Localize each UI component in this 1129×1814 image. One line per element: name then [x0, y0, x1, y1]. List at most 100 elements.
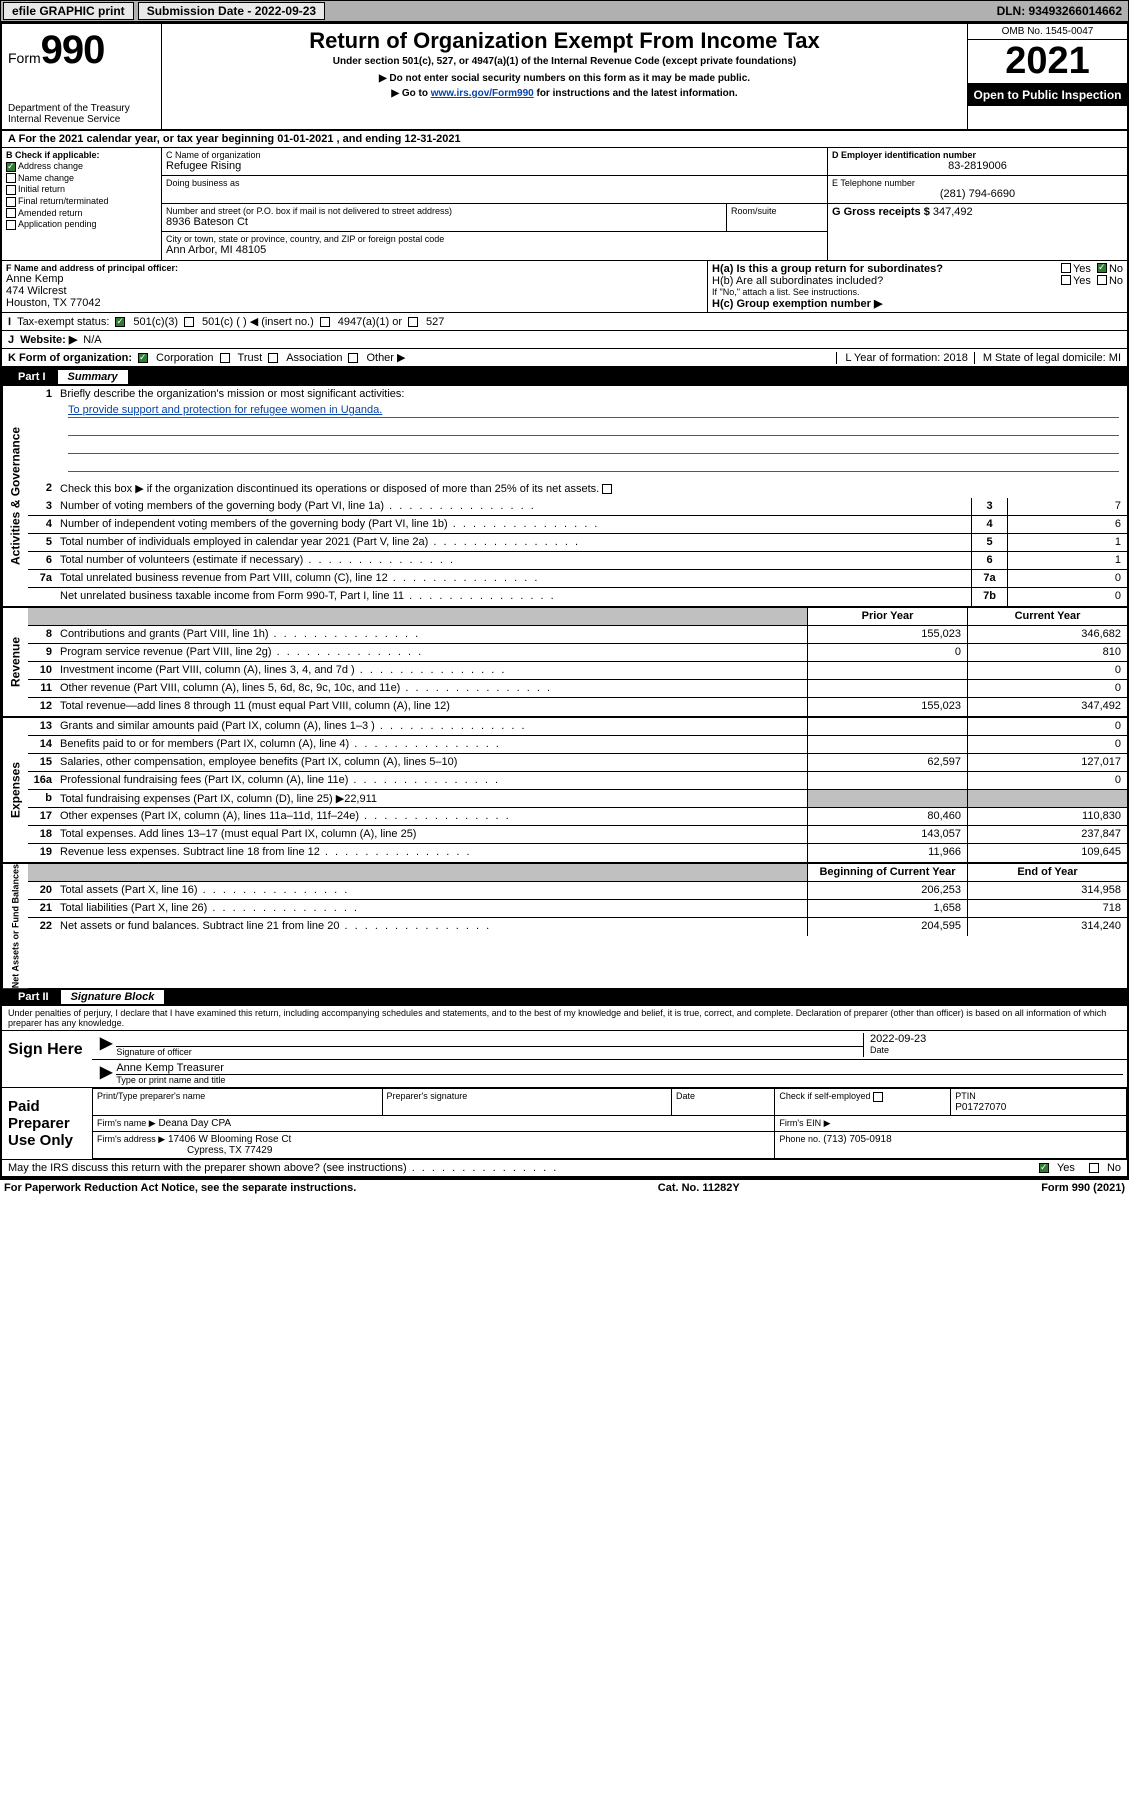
preparer-table: Print/Type preparer's name Preparer's si… — [92, 1088, 1127, 1159]
irs-yes-label: Yes — [1057, 1162, 1075, 1174]
submission-date-button[interactable]: Submission Date - 2022-09-23 — [138, 2, 325, 20]
line1-desc: Briefly describe the organization's miss… — [56, 386, 1127, 404]
street-value: 8936 Bateson Ct — [166, 216, 722, 228]
mission-block: To provide support and protection for re… — [28, 404, 1127, 480]
officer-block: F Name and address of principal officer:… — [2, 261, 1127, 313]
may-irs-text: May the IRS discuss this return with the… — [8, 1162, 558, 1174]
officer-name-title: Anne Kemp Treasurer — [116, 1062, 1123, 1075]
b-label: B Check if applicable: — [6, 150, 157, 160]
cb-501c[interactable] — [184, 317, 194, 327]
line21-curr: 718 — [967, 900, 1127, 917]
hb-no[interactable] — [1097, 275, 1107, 285]
efile-print-button[interactable]: efile GRAPHIC print — [3, 2, 134, 20]
cb-irs-no[interactable] — [1089, 1163, 1099, 1173]
netassets-section: Net Assets or Fund Balances Beginning of… — [2, 864, 1127, 988]
line16b-prior-shade — [807, 790, 967, 807]
perjury-declaration: Under penalties of perjury, I declare th… — [2, 1006, 1127, 1030]
line5-desc: Total number of individuals employed in … — [56, 534, 971, 551]
part2-label: Part II — [10, 991, 57, 1003]
cb-other[interactable] — [348, 353, 358, 363]
line10-prior — [807, 662, 967, 679]
cb-527[interactable] — [408, 317, 418, 327]
cb-4947[interactable] — [320, 317, 330, 327]
line22-prior: 204,595 — [807, 918, 967, 936]
paid-preparer-label: Paid Preparer Use Only — [2, 1088, 92, 1159]
vlabel-netassets: Net Assets or Fund Balances — [2, 864, 28, 988]
c-label: C Name of organization — [166, 150, 823, 160]
officer-addr2: Houston, TX 77042 — [6, 297, 703, 309]
irs-label: Internal Revenue Service — [8, 114, 155, 125]
line11-curr: 0 — [967, 680, 1127, 697]
firm-ein-label: Firm's EIN ▶ — [779, 1118, 830, 1128]
cb-trust[interactable] — [220, 353, 230, 363]
other-label: Other ▶ — [366, 351, 405, 364]
line10-curr: 0 — [967, 662, 1127, 679]
cb-line2[interactable] — [602, 484, 612, 494]
cb-501c3[interactable] — [115, 317, 125, 327]
no-label: No — [1109, 263, 1123, 275]
form-subtitle-1: Under section 501(c), 527, or 4947(a)(1)… — [168, 56, 961, 67]
line15-curr: 127,017 — [967, 754, 1127, 771]
mission-line-4 — [68, 458, 1119, 472]
ha-no[interactable] — [1097, 263, 1107, 273]
d-label: D Employer identification number — [832, 150, 1123, 160]
form-title-block: Return of Organization Exempt From Incom… — [162, 24, 967, 129]
prep-sig-label: Preparer's signature — [387, 1091, 468, 1101]
line16a-curr: 0 — [967, 772, 1127, 789]
line6-desc: Total number of volunteers (estimate if … — [56, 552, 971, 569]
ha-yes[interactable] — [1061, 263, 1071, 273]
initial-label: Initial return — [18, 184, 65, 194]
line9-curr: 810 — [967, 644, 1127, 661]
prior-year-header: Prior Year — [807, 608, 967, 625]
cb-self-employed[interactable] — [873, 1092, 883, 1102]
line17-curr: 110,830 — [967, 808, 1127, 825]
mission-line-2 — [68, 422, 1119, 436]
cb-irs-yes[interactable] — [1039, 1163, 1049, 1173]
line-klm: K Form of organization: Corporation Trus… — [2, 349, 1127, 368]
line5-val: 1 — [1007, 534, 1127, 551]
line11-desc: Other revenue (Part VIII, column (A), li… — [56, 680, 807, 697]
corp-label: Corporation — [156, 352, 213, 364]
ptin-label: PTIN — [955, 1091, 976, 1101]
form990-link[interactable]: www.irs.gov/Form990 — [431, 88, 534, 99]
trust-label: Trust — [238, 352, 263, 364]
part1-name: Summary — [58, 370, 128, 384]
begin-year-header: Beginning of Current Year — [807, 864, 967, 881]
firm-addr: 17406 W Blooming Rose Ct — [168, 1134, 291, 1145]
mission-text: To provide support and protection for re… — [68, 404, 1119, 418]
cb-final-return[interactable]: Final return/terminated — [6, 196, 157, 207]
line3-desc: Number of voting members of the governin… — [56, 498, 971, 515]
omb-number: OMB No. 1545-0047 — [968, 24, 1127, 40]
may-irs-row: May the IRS discuss this return with the… — [2, 1160, 1127, 1178]
cb-address-change[interactable]: Address change — [6, 161, 157, 172]
cb-assoc[interactable] — [268, 353, 278, 363]
cb-initial-return[interactable]: Initial return — [6, 184, 157, 195]
revenue-section: Revenue Prior YearCurrent Year 8Contribu… — [2, 608, 1127, 718]
cb-name-change[interactable]: Name change — [6, 173, 157, 184]
line19-desc: Revenue less expenses. Subtract line 18 … — [56, 844, 807, 862]
line14-curr: 0 — [967, 736, 1127, 753]
cb-amended[interactable]: Amended return — [6, 208, 157, 219]
line18-desc: Total expenses. Add lines 13–17 (must eq… — [56, 826, 807, 843]
line9-desc: Program service revenue (Part VIII, line… — [56, 644, 807, 661]
type-name-label: Type or print name and title — [116, 1075, 1123, 1085]
city-label: City or town, state or province, country… — [166, 234, 823, 244]
arrow-icon: ▶ — [96, 1033, 116, 1057]
footer-left: For Paperwork Reduction Act Notice, see … — [4, 1182, 356, 1194]
tax-year: 2021 — [968, 40, 1127, 84]
cb-app-pending[interactable]: Application pending — [6, 219, 157, 230]
vlabel-revenue: Revenue — [2, 608, 28, 716]
firm-name-label: Firm's name ▶ — [97, 1118, 156, 1128]
line8-prior: 155,023 — [807, 626, 967, 643]
irs-no-label: No — [1107, 1162, 1121, 1174]
line13-prior — [807, 718, 967, 735]
f-label: F Name and address of principal officer: — [6, 263, 703, 273]
website-value: N/A — [83, 334, 101, 346]
hb-yes[interactable] — [1061, 275, 1071, 285]
cb-corp[interactable] — [138, 353, 148, 363]
addr-change-label: Address change — [18, 161, 83, 171]
taxyear-text: For the 2021 calendar year, or tax year … — [19, 133, 461, 145]
part1-header: Part I Summary — [2, 368, 1127, 386]
line15-prior: 62,597 — [807, 754, 967, 771]
line17-prior: 80,460 — [807, 808, 967, 825]
